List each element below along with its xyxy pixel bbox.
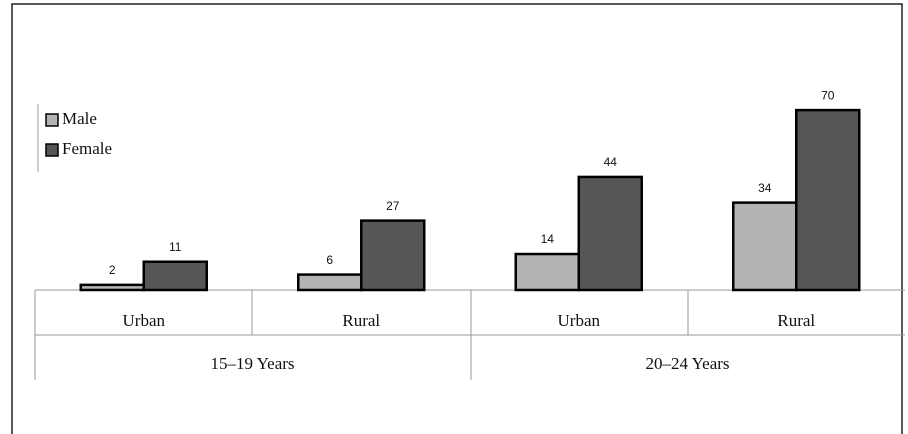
data-label: 34	[758, 181, 772, 195]
bar	[142, 260, 208, 292]
category-table	[34, 289, 905, 380]
bar	[297, 273, 363, 292]
data-label: 14	[541, 232, 555, 246]
category-label: Rural	[777, 311, 815, 330]
legend-label: Male	[62, 109, 97, 128]
bar	[732, 201, 798, 292]
legend-swatch	[45, 113, 59, 127]
group-label: 20–24 Years	[645, 354, 729, 373]
frame	[11, 3, 903, 434]
data-label: 27	[386, 199, 400, 213]
legend-label: Female	[62, 139, 112, 158]
legend-swatch	[45, 143, 59, 157]
data-label: 11	[169, 240, 182, 254]
bar	[577, 175, 643, 292]
category-label: Rural	[342, 311, 380, 330]
category-label: Urban	[123, 311, 166, 330]
data-label: 44	[604, 155, 618, 169]
data-label: 70	[821, 88, 835, 102]
data-label: 6	[326, 253, 333, 267]
data-label: 2	[109, 263, 116, 277]
bar	[79, 283, 145, 292]
bar	[795, 108, 861, 292]
category-label: Urban	[558, 311, 601, 330]
bar	[360, 219, 426, 292]
group-label: 15–19 Years	[210, 354, 294, 373]
bar	[514, 252, 580, 292]
